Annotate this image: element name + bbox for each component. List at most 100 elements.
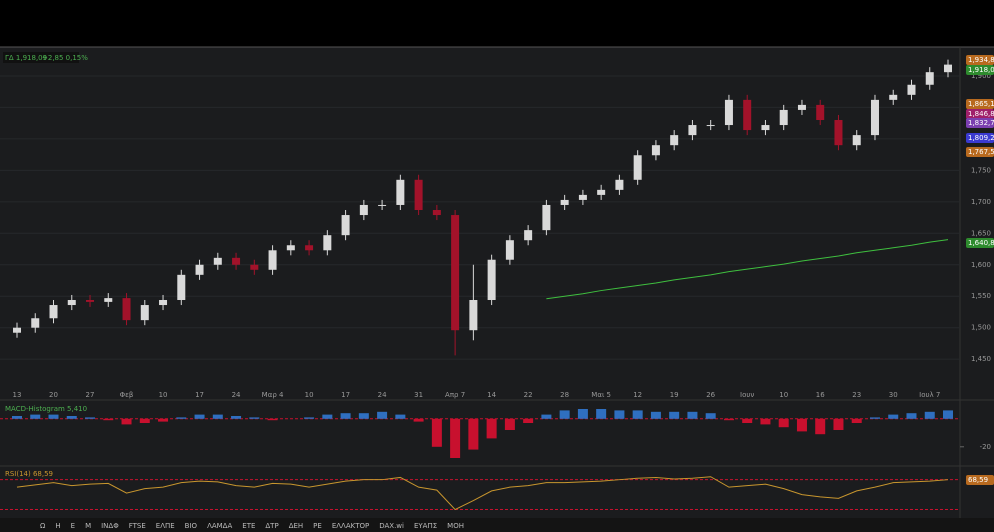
y-tick-label: 1,600 [971, 261, 991, 269]
x-tick-label: Μαι 5 [591, 391, 611, 399]
macd-bar [614, 410, 625, 419]
toolbar-item[interactable]: FTSE [129, 522, 146, 530]
toolbar-item[interactable]: ΛΑΜΔΑ [207, 522, 232, 530]
candle-body [597, 189, 606, 195]
price-tag [966, 147, 994, 157]
macd-bar [869, 417, 880, 419]
x-tick-label: Φεβ [120, 391, 134, 399]
candle-body [560, 199, 569, 205]
macd-bar [468, 418, 479, 450]
macd-bar [705, 413, 716, 419]
macd-bar [340, 413, 351, 419]
candle-body [469, 300, 478, 331]
toolbar-item[interactable]: ΕΤΕ [242, 522, 255, 530]
x-tick-label: 12 [633, 391, 642, 399]
macd-bar [650, 411, 661, 419]
candle-body [341, 215, 350, 236]
macd-bar [778, 418, 789, 428]
macd-bar [851, 418, 862, 423]
toolbar-item[interactable]: DAX.wi [379, 522, 404, 530]
candle-body [688, 125, 697, 136]
macd-bar [231, 416, 242, 419]
macd-bar [541, 414, 552, 419]
toolbar-item[interactable]: Ω [40, 522, 46, 530]
macd-bar [760, 418, 771, 425]
macd-title: MACD-Histogram 5,410 [5, 405, 87, 413]
toolbar [0, 518, 994, 532]
macd-bar [66, 416, 77, 419]
candle-body [31, 318, 40, 328]
macd-bar [742, 418, 753, 423]
candle-body [49, 305, 58, 319]
macd-bar [322, 414, 333, 419]
x-tick-label: 14 [487, 391, 496, 399]
toolbar-item[interactable]: ΡΕ [313, 522, 322, 530]
macd-bar [431, 418, 442, 447]
macd-bar [669, 411, 680, 419]
candle-body [578, 194, 587, 200]
toolbar-item[interactable]: ΔΕΗ [289, 522, 303, 530]
macd-bar [450, 418, 461, 458]
macd-bar [103, 418, 114, 421]
toolbar-item[interactable]: ΕΛΛΑΚΤΟΡ [332, 522, 369, 530]
macd-bar [304, 417, 315, 419]
price-tag-label: 1,809,24 [968, 134, 994, 142]
toolbar-item[interactable]: ΕΥΑΠΣ [414, 522, 437, 530]
macd-bar [12, 416, 22, 419]
macd-bar [395, 414, 406, 419]
candle-body [286, 245, 295, 251]
candle-body [505, 240, 514, 260]
x-tick-label: 27 [86, 391, 95, 399]
macd-bar [158, 418, 169, 422]
candle-body [122, 298, 131, 321]
macd-bar [723, 418, 734, 421]
y-tick-label: 1,750 [971, 166, 991, 174]
toolbar-item[interactable]: ΒΙΟ [185, 522, 198, 530]
candle-body [232, 257, 241, 265]
price-tag [966, 65, 994, 75]
x-tick-label: 16 [816, 391, 825, 399]
macd-bar [796, 418, 807, 432]
macd-bar [486, 418, 497, 439]
price-tag-label: 1,767,5 [968, 148, 994, 156]
candle-body [378, 204, 387, 206]
toolbar-item[interactable]: Ε [71, 522, 75, 530]
toolbar-item[interactable]: ΕΛΠΕ [156, 522, 175, 530]
candle-body [104, 298, 113, 302]
candle-body [615, 179, 624, 190]
macd-bar [139, 418, 150, 423]
price-tag-label: 1,865,10 [968, 100, 994, 108]
chart-bg [0, 47, 994, 532]
macd-bar [815, 418, 826, 435]
candle-body [633, 155, 642, 180]
x-tick-label: 31 [414, 391, 423, 399]
rsi-tag [966, 475, 994, 485]
x-tick-label: Απρ 7 [445, 391, 465, 399]
toolbar-item[interactable]: ΜΟΗ [447, 522, 464, 530]
candle-body [414, 179, 423, 211]
toolbar-item[interactable]: Η [55, 522, 60, 530]
macd-bar [48, 414, 59, 419]
candle-body [651, 145, 660, 156]
price-tag [966, 55, 994, 65]
y-tick-label: 1,900 [971, 72, 991, 80]
price-tag [966, 133, 994, 143]
candle-body [761, 125, 770, 131]
candle-body [359, 204, 368, 216]
macd-bar [413, 418, 424, 422]
macd-bar [176, 417, 187, 419]
toolbar-item[interactable]: Μ [85, 522, 91, 530]
macd-bar [523, 418, 534, 423]
x-tick-label: 24 [232, 391, 241, 399]
x-tick-label: 17 [341, 391, 350, 399]
symbol: ΓΔ 1,918,09 [5, 54, 47, 62]
macd-bar [559, 410, 570, 419]
x-tick-label: Ιουν [740, 391, 754, 399]
toolbar-item[interactable]: ΔΤΡ [265, 522, 278, 530]
x-tick-label: 26 [706, 391, 715, 399]
toolbar-item[interactable]: ΙΝΔΦ [101, 522, 119, 530]
price-tag-label: 1,846,88 [968, 110, 994, 118]
macd-bar [358, 413, 369, 419]
